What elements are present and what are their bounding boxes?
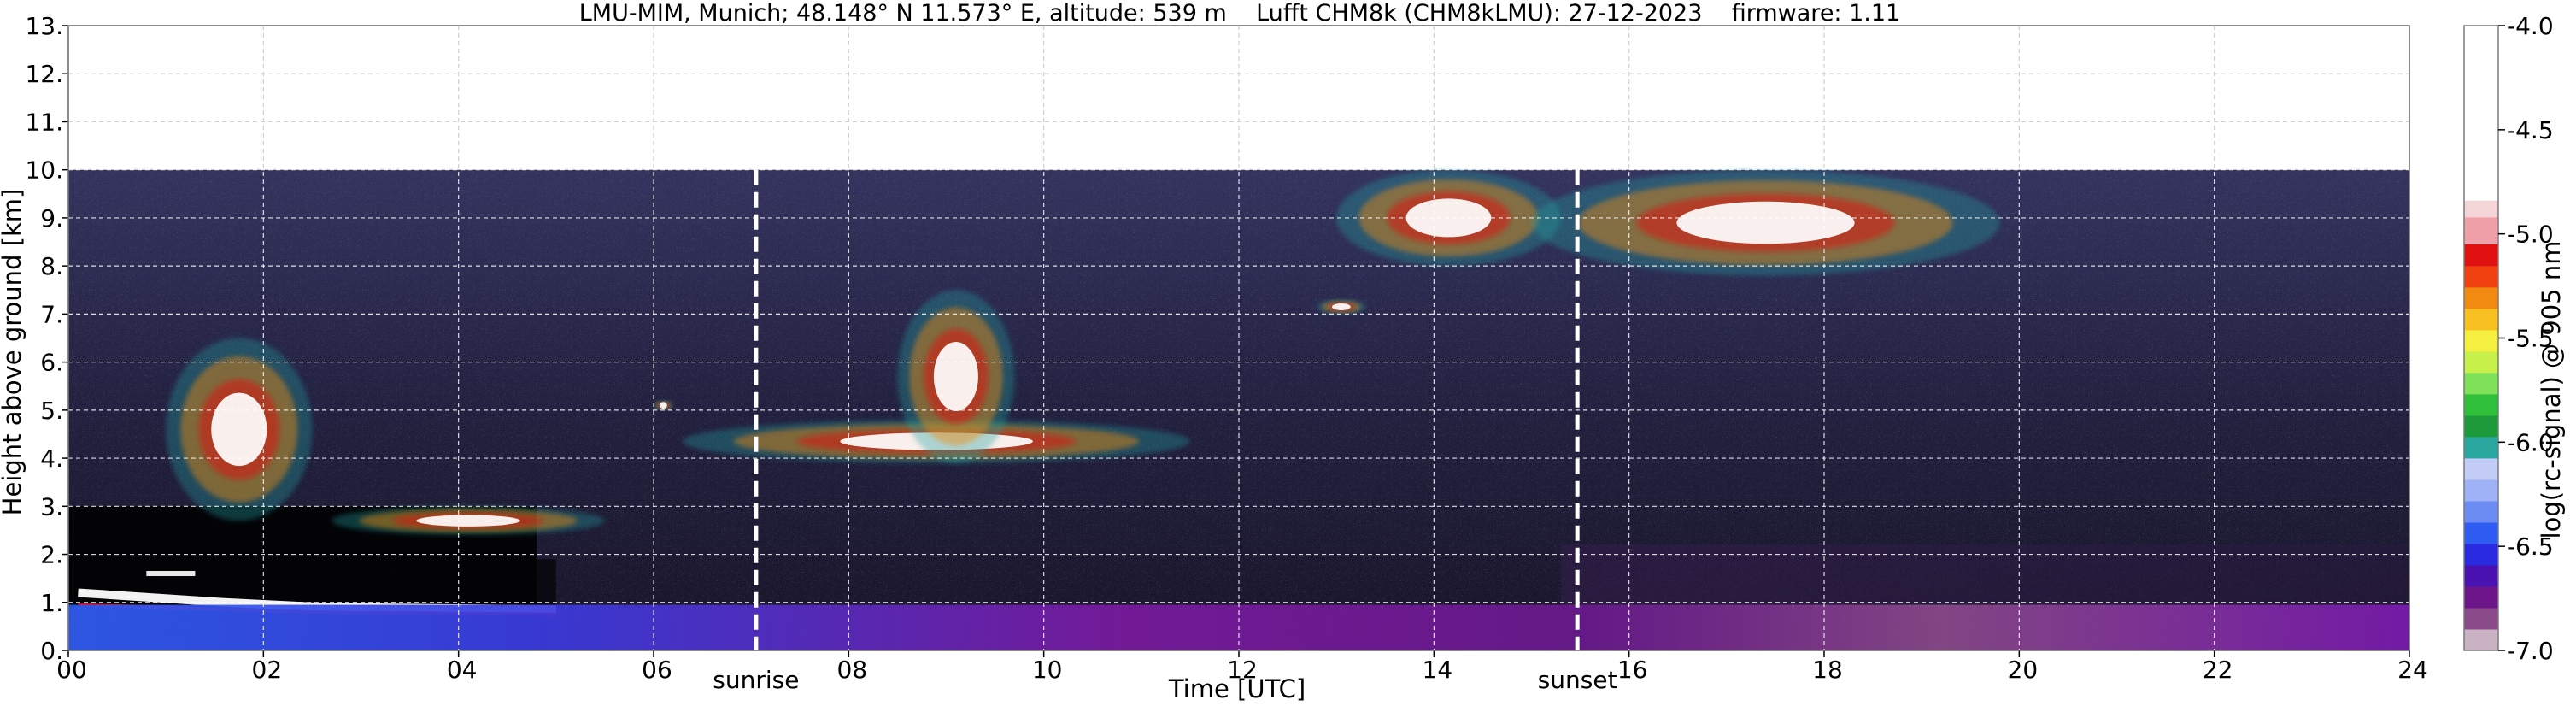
colorbar-band xyxy=(2464,265,2498,288)
y-tick-label: 12. xyxy=(25,60,63,88)
x-tick-label: 08 xyxy=(837,656,868,684)
x-axis-ticks: 00 02 04 06 08 10 12 14 16 18 20 22 24 xyxy=(56,650,2428,684)
colorbar-band xyxy=(2464,393,2498,416)
colorbar-band xyxy=(2464,217,2498,244)
colorbar-band xyxy=(2464,26,2498,201)
colorbar-band xyxy=(2464,200,2498,218)
chart-title: LMU-MIM, Munich; 48.148° N 11.573° E, al… xyxy=(579,0,1900,26)
y-tick-label: 9. xyxy=(40,204,63,232)
colorbar-band xyxy=(2464,372,2498,395)
cloud-feature xyxy=(897,290,1015,463)
night-low-layer xyxy=(1560,544,2409,608)
x-tick-label: 16 xyxy=(1617,656,1648,684)
y-tick-label: 3. xyxy=(40,492,63,521)
x-tick-label: 22 xyxy=(2203,656,2233,684)
colorbar-band xyxy=(2464,564,2498,587)
cloud-feature xyxy=(166,338,313,521)
sunrise-label: sunrise xyxy=(713,666,799,694)
y-axis-ticks: 0. 1. 2. 3. 4. 5. 6. 7. 8. 9. 10. 11. 12. 13. xyxy=(25,12,68,665)
colorbar-tick-label: -4.5 xyxy=(2507,116,2554,144)
x-tick-label: 02 xyxy=(252,656,283,684)
y-tick-label: 2. xyxy=(40,541,63,569)
colorbar-band xyxy=(2464,500,2498,523)
colorbar-band xyxy=(2464,436,2498,459)
y-tick-label: 10. xyxy=(25,156,63,185)
x-tick-label: 20 xyxy=(2008,656,2039,684)
cloud-feature xyxy=(654,400,673,410)
y-tick-label: 11. xyxy=(25,108,63,136)
y-tick-label: 4. xyxy=(40,444,63,473)
colorbar: -4.0 -4.5 -5.0 -5.5 -6.0 -6.5 -7.0 log(rc-sign… xyxy=(2463,12,2566,665)
y-tick-label: 6. xyxy=(40,349,63,377)
cloud-feature xyxy=(332,506,605,536)
x-tick-label: 10 xyxy=(1032,656,1063,684)
x-tick-label: 12 xyxy=(1227,656,1258,684)
colorbar-band xyxy=(2464,457,2498,480)
colorbar-band xyxy=(2464,479,2498,502)
colorbar-band xyxy=(2464,415,2498,438)
cloud-feature xyxy=(1531,169,2000,276)
cloud-feature xyxy=(1317,299,1366,315)
grid-layer xyxy=(68,26,2409,650)
colorbar-tick-label: -5.0 xyxy=(2507,221,2554,249)
colorbar-band xyxy=(2464,628,2498,651)
colorbar-band xyxy=(2464,607,2498,630)
colorbar-band xyxy=(2464,286,2498,309)
colorbar-tick-label: -6.0 xyxy=(2507,428,2554,456)
events-layer: sunrise sunset xyxy=(713,169,1617,694)
colorbar-tick-label: -5.5 xyxy=(2507,325,2554,353)
colorbar-band xyxy=(2464,329,2498,352)
colorbar-band xyxy=(2464,543,2498,566)
colorbar-band xyxy=(2464,308,2498,331)
x-tick-label: 00 xyxy=(56,656,87,684)
y-tick-label: 5. xyxy=(40,397,63,425)
colorbar-tick-label: -7.0 xyxy=(2507,637,2554,665)
colorbar-ticks: -4.0 -4.5 -5.0 -5.5 -6.0 -6.5 -7.0 xyxy=(2498,12,2554,665)
plot-frame xyxy=(67,25,2410,651)
x-tick-label: 04 xyxy=(447,656,478,684)
y-tick-label: 7. xyxy=(40,300,63,328)
y-tick-label: 13. xyxy=(25,12,63,40)
colorbar-band xyxy=(2464,244,2498,267)
y-axis-label: Height above ground [km] xyxy=(0,189,26,516)
colorbar-tick-label: -4.0 xyxy=(2507,12,2554,40)
x-tick-label: 06 xyxy=(642,656,672,684)
colorbar-tick-label: -6.5 xyxy=(2507,532,2554,561)
colorbar-band xyxy=(2464,521,2498,544)
x-tick-label: 24 xyxy=(2397,656,2428,684)
colorbar-label: log(rc-signal) @ 905 nm xyxy=(2537,241,2566,539)
colorbar-band xyxy=(2464,585,2498,609)
x-tick-label: 18 xyxy=(1812,656,1843,684)
colorbar-band xyxy=(2464,350,2498,374)
y-tick-label: 0. xyxy=(40,637,63,665)
x-axis-label: Time [UTC] xyxy=(1168,674,1306,703)
x-tick-label: 14 xyxy=(1423,656,1453,684)
y-tick-label: 8. xyxy=(40,252,63,280)
sunset-label: sunset xyxy=(1538,666,1617,694)
y-tick-label: 1. xyxy=(40,589,63,617)
colorbar-bands xyxy=(2464,26,2498,651)
